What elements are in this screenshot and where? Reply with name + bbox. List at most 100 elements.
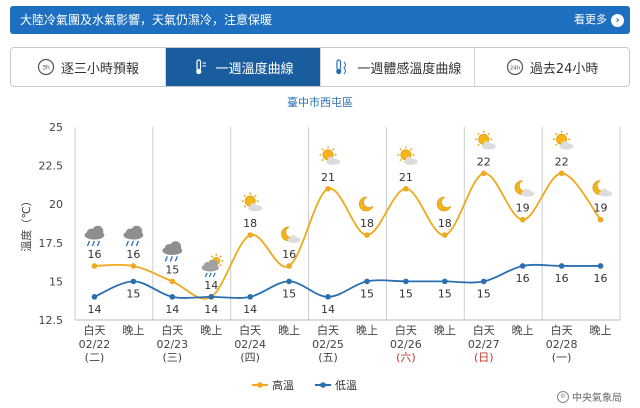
moon-cloud-icon [592, 180, 613, 197]
period-label: 白天 [395, 323, 417, 337]
high-temp-label: 16 [87, 248, 101, 261]
high-temp-label: 14 [204, 279, 218, 292]
high-temp-point [130, 263, 137, 269]
tab-label: 一週溫度曲線 [215, 61, 294, 77]
low-temp-label: 15 [477, 287, 491, 300]
sun-cloud-icon [553, 130, 574, 150]
high-temp-label: 18 [438, 217, 452, 230]
high-temp-label: 19 [516, 202, 530, 215]
tab-three-hour[interactable]: 3h 逐三小時預報 [11, 48, 166, 86]
cwb-logo-icon: © [557, 390, 569, 403]
low-temp-label: 15 [438, 287, 452, 300]
legend-high-label: 高溫 [272, 378, 294, 392]
period-label: 白天 [161, 323, 183, 337]
date-label: 02/25 [312, 338, 344, 351]
low-temp-label: 16 [516, 272, 530, 285]
weekday-label: (五) [318, 351, 338, 364]
low-temp-label: 15 [399, 287, 413, 300]
svg-text:3h: 3h [42, 65, 50, 72]
high-temp-label: 22 [477, 155, 491, 168]
rain-cloud-icon [123, 225, 144, 247]
chart-title: 臺中市西屯區 [287, 95, 353, 109]
y-tick-label: 25 [49, 121, 63, 134]
alert-message: 大陸冷氣團及水氣影響，天氣仍濕冷，注意保暖 [20, 13, 273, 27]
low-temp-label: 14 [243, 303, 257, 316]
sun-cloud-icon [241, 192, 263, 212]
rain-cloud-icon [84, 225, 105, 247]
period-label: 晚上 [590, 324, 612, 337]
chevron-right-icon: › [611, 13, 624, 27]
tab-past-24h[interactable]: 24h 過去24小時 [475, 48, 629, 86]
high-temp-point [91, 263, 98, 269]
period-label: 白天 [239, 323, 261, 337]
moon-cloud-icon [514, 180, 535, 197]
sun-cloud-icon [397, 146, 418, 165]
credit-text: 中央氣象局 [572, 393, 622, 404]
low-temp-label: 14 [87, 303, 101, 316]
low-temp-label: 15 [126, 287, 140, 300]
high-temp-label: 21 [399, 171, 413, 184]
high-temp-point [169, 278, 176, 285]
high-temp-point [364, 232, 370, 238]
high-temp-label: 19 [594, 202, 608, 215]
weekday-label: (二) [85, 351, 105, 364]
y-tick-label: 15 [49, 275, 63, 288]
period-label: 白天 [551, 323, 573, 337]
weekday-label: (一) [552, 351, 572, 364]
high-temp-point [247, 232, 253, 238]
high-temp-point [519, 216, 526, 223]
low-temp-point [597, 263, 604, 269]
feels-like-thermometer-icon [336, 59, 347, 75]
y-tick-label: 17.5 [39, 237, 64, 250]
tab-weekly-feels-like[interactable]: 一週體感溫度曲線 [320, 48, 476, 86]
high-temp-label: 15 [165, 263, 179, 276]
cloud-rain-sun-icon [201, 253, 224, 278]
low-temp-point [558, 263, 565, 269]
see-more-label: 看更多 [574, 13, 607, 26]
period-label: 晚上 [356, 324, 378, 337]
low-temp-label: 16 [555, 272, 569, 285]
sun-cloud-icon [475, 130, 496, 150]
low-temp-point [208, 294, 215, 300]
low-temp-point [519, 263, 526, 269]
see-more-link[interactable]: 看更多 › [574, 12, 624, 28]
moon-cloud-icon [281, 226, 301, 243]
high-temp-label: 16 [282, 248, 296, 261]
low-temp-line [94, 263, 601, 299]
svg-text:24h: 24h [510, 65, 521, 71]
low-temp-point [169, 294, 176, 300]
date-label: 02/23 [156, 338, 188, 351]
tab-label: 逐三小時預報 [60, 61, 139, 77]
y-axis-label: 溫度（℃） [19, 195, 33, 251]
high-temp-point [442, 232, 448, 238]
high-temp-label: 22 [555, 155, 569, 168]
date-label: 02/22 [79, 338, 111, 351]
high-temp-label: 16 [126, 248, 140, 261]
thermometer-icon [195, 59, 206, 75]
period-label: 白天 [317, 323, 339, 337]
low-temp-label: 14 [204, 303, 218, 316]
high-temp-point [597, 216, 604, 223]
period-label: 晚上 [278, 324, 300, 337]
low-temp-point [130, 278, 137, 285]
clock-3h-icon: 3h [37, 58, 54, 76]
legend-low-label: 低溫 [335, 378, 357, 392]
low-temp-label: 15 [360, 287, 374, 300]
date-label: 02/24 [234, 338, 266, 351]
weekday-label: (六) [396, 351, 416, 364]
period-label: 晚上 [122, 324, 144, 337]
high-temp-point [480, 170, 487, 177]
high-temp-line [94, 172, 602, 300]
low-temp-point [247, 294, 253, 300]
tab-weekly-temperature[interactable]: 一週溫度曲線 [165, 48, 321, 86]
high-temp-point [558, 170, 565, 177]
alert-banner: 大陸冷氣團及水氣影響，天氣仍濕冷，注意保暖 看更多 › [10, 6, 630, 34]
y-tick-label: 12.5 [39, 314, 64, 327]
legend-low-marker [320, 382, 326, 388]
period-label: 白天 [83, 323, 105, 337]
high-temp-label: 18 [360, 217, 374, 230]
low-temp-point [286, 278, 292, 285]
low-temp-label: 15 [282, 287, 296, 300]
low-temp-point [364, 278, 370, 285]
